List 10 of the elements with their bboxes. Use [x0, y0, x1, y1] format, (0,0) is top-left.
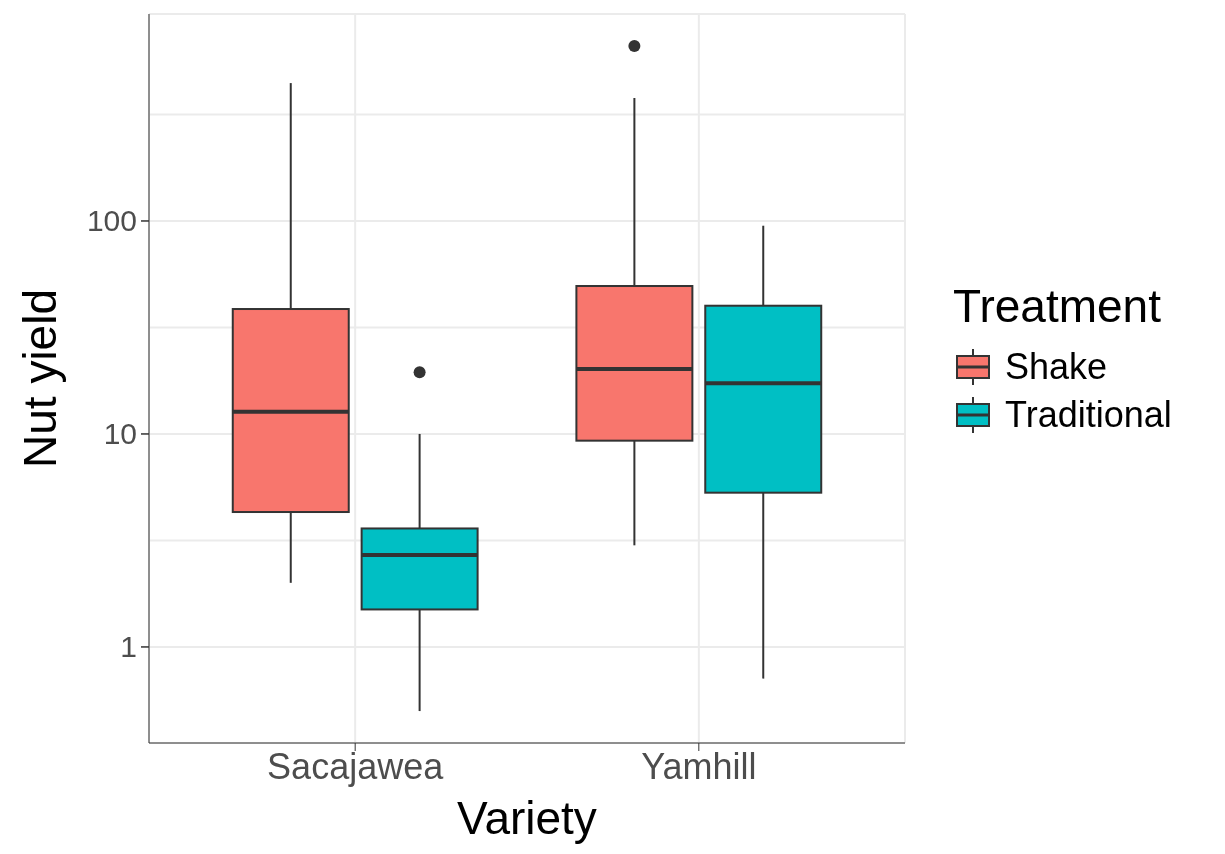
- x-tick-label: Sacajawea: [267, 745, 445, 787]
- legend-title: Treatment: [953, 278, 1162, 333]
- legend-label: Traditional: [1005, 393, 1172, 436]
- y-axis-title: Nut yield: [14, 289, 67, 468]
- x-axis-title: Variety: [457, 792, 597, 844]
- y-tick-label: 10: [103, 417, 137, 451]
- x-tick-label: Yamhill: [641, 745, 757, 787]
- legend-label: Shake: [1005, 345, 1108, 388]
- y-tick-label: 100: [86, 204, 137, 238]
- y-tick-label: 1: [120, 630, 137, 664]
